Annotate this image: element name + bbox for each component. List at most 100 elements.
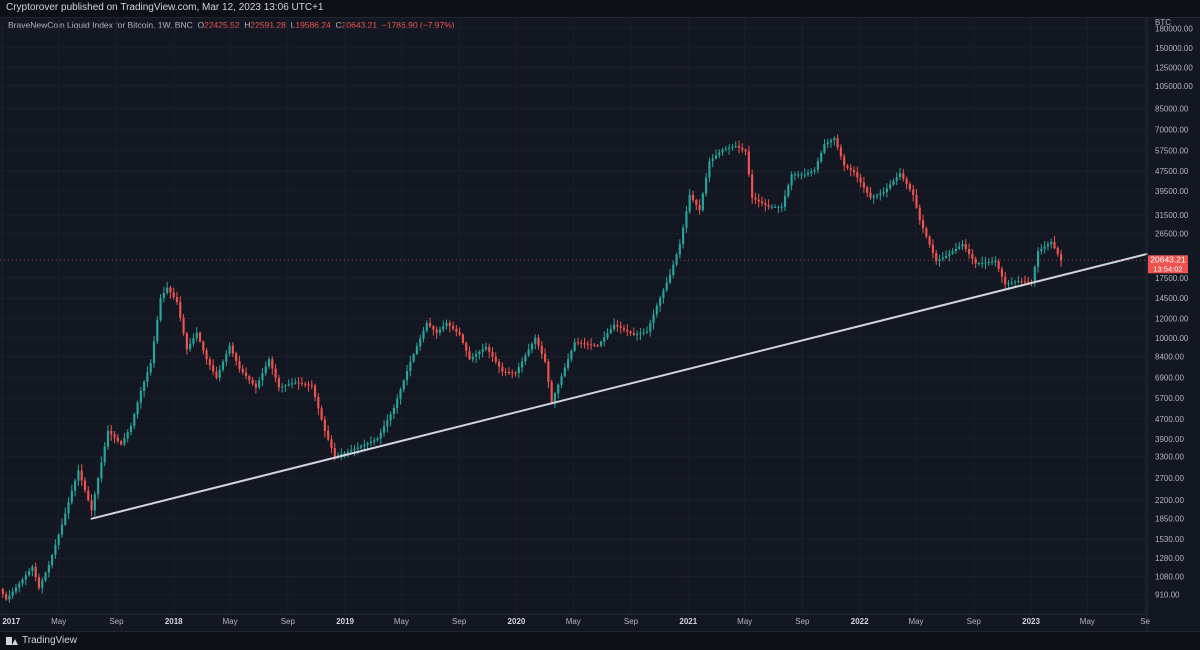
footer: TradingView bbox=[0, 631, 1200, 650]
price-axis: 910.00 1080.00 1280.00 1530.00 1850.00 2200.0… bbox=[1155, 24, 1193, 599]
candle-body bbox=[905, 178, 908, 185]
candle-body bbox=[432, 326, 435, 330]
candle-body bbox=[402, 380, 405, 390]
candle-body bbox=[458, 331, 461, 335]
candle-body bbox=[514, 372, 517, 374]
candle-body bbox=[34, 566, 37, 578]
candle-body bbox=[37, 577, 41, 588]
candle-body bbox=[435, 329, 438, 333]
candle-body bbox=[379, 432, 382, 439]
candle-body bbox=[129, 425, 133, 433]
candle-body bbox=[215, 371, 218, 378]
candle-body bbox=[918, 207, 921, 221]
x-tick-label: Sep bbox=[624, 617, 639, 626]
candle-body bbox=[705, 177, 708, 194]
candle-body bbox=[948, 253, 951, 256]
candle-body bbox=[783, 196, 787, 207]
x-tick-label: May bbox=[394, 617, 409, 626]
x-tick-label: Sep bbox=[281, 617, 296, 626]
candle-body bbox=[267, 359, 271, 367]
candle-body bbox=[846, 165, 849, 168]
candle-body bbox=[806, 172, 810, 175]
candle-body bbox=[774, 206, 777, 208]
candle-body bbox=[921, 220, 925, 229]
candle-body bbox=[767, 205, 770, 207]
y-tick-label: 14500.00 bbox=[1155, 294, 1189, 303]
candle-body bbox=[228, 345, 231, 354]
candle-body bbox=[931, 244, 934, 253]
candle-body bbox=[754, 197, 757, 200]
candle-body bbox=[1059, 254, 1063, 261]
candle-body bbox=[816, 161, 819, 170]
candle-body bbox=[205, 350, 208, 360]
candle-body bbox=[728, 147, 731, 149]
candle-body bbox=[218, 369, 221, 378]
y-tick-label: 1080.00 bbox=[1155, 572, 1184, 581]
candle-body bbox=[724, 148, 727, 150]
candle-body bbox=[731, 146, 734, 148]
candle-body bbox=[87, 490, 90, 501]
candle-body bbox=[54, 544, 57, 555]
candle-body bbox=[517, 367, 520, 374]
x-tick-label: 2022 bbox=[851, 617, 869, 626]
candle-body bbox=[182, 317, 185, 334]
candle-body bbox=[889, 184, 892, 189]
candle-body bbox=[757, 199, 760, 202]
candle-body bbox=[642, 332, 645, 334]
tradingview-brand[interactable]: TradingView bbox=[6, 635, 77, 646]
candle-body bbox=[964, 244, 967, 250]
candle-body bbox=[879, 193, 882, 195]
candle-body bbox=[718, 152, 721, 156]
candle-body bbox=[488, 346, 491, 352]
candle-body bbox=[550, 381, 553, 402]
candle-body bbox=[849, 167, 852, 170]
candle-body bbox=[912, 189, 915, 195]
candle-body bbox=[123, 438, 126, 445]
candle-body bbox=[961, 244, 964, 247]
candle-body bbox=[455, 328, 458, 332]
candle-body bbox=[629, 331, 632, 334]
candle-body bbox=[320, 408, 323, 420]
candle-body bbox=[28, 571, 31, 576]
candle-body bbox=[659, 298, 662, 306]
candle-body bbox=[971, 253, 974, 259]
candle-body bbox=[149, 363, 152, 373]
candle-body bbox=[573, 342, 576, 351]
candle-body bbox=[327, 430, 330, 440]
candle-body bbox=[570, 350, 573, 360]
candle-body bbox=[14, 587, 18, 592]
candle-body bbox=[537, 337, 540, 346]
candle-body bbox=[596, 345, 599, 347]
price-chart[interactable]: BTC 910.00 1080.00 1280.00 1530.00 1850.00 22… bbox=[0, 17, 1200, 631]
y-tick-label: 17500.00 bbox=[1155, 274, 1189, 283]
candle-body bbox=[994, 261, 997, 263]
candle-body bbox=[981, 262, 984, 264]
candle-body bbox=[51, 554, 54, 566]
candle-body bbox=[44, 572, 47, 581]
candle-body bbox=[583, 343, 586, 345]
y-tick-label: 150000.00 bbox=[1155, 44, 1193, 53]
candle-body bbox=[169, 287, 172, 293]
candle-body bbox=[803, 174, 806, 176]
y-tick-label: 910.00 bbox=[1155, 591, 1180, 600]
candle-body bbox=[64, 513, 67, 525]
candle-body bbox=[57, 534, 60, 545]
candle-body bbox=[1017, 281, 1020, 283]
candle-body bbox=[839, 147, 842, 157]
candle-body bbox=[172, 292, 175, 298]
candle-body bbox=[665, 282, 668, 291]
candle-body bbox=[530, 343, 534, 350]
candle-body bbox=[504, 371, 507, 373]
candle-body bbox=[356, 447, 359, 449]
candle-body bbox=[668, 274, 672, 283]
candle-body bbox=[31, 566, 34, 572]
candle-body bbox=[18, 583, 21, 588]
y-tick-label: 125000.00 bbox=[1155, 63, 1193, 72]
candle-body bbox=[271, 359, 274, 369]
candle-body bbox=[478, 351, 481, 355]
candle-body bbox=[1, 588, 4, 595]
price-tag-bg bbox=[1148, 255, 1188, 274]
candle-body bbox=[524, 355, 527, 362]
candle-body bbox=[622, 328, 626, 330]
candle-body bbox=[284, 385, 287, 387]
